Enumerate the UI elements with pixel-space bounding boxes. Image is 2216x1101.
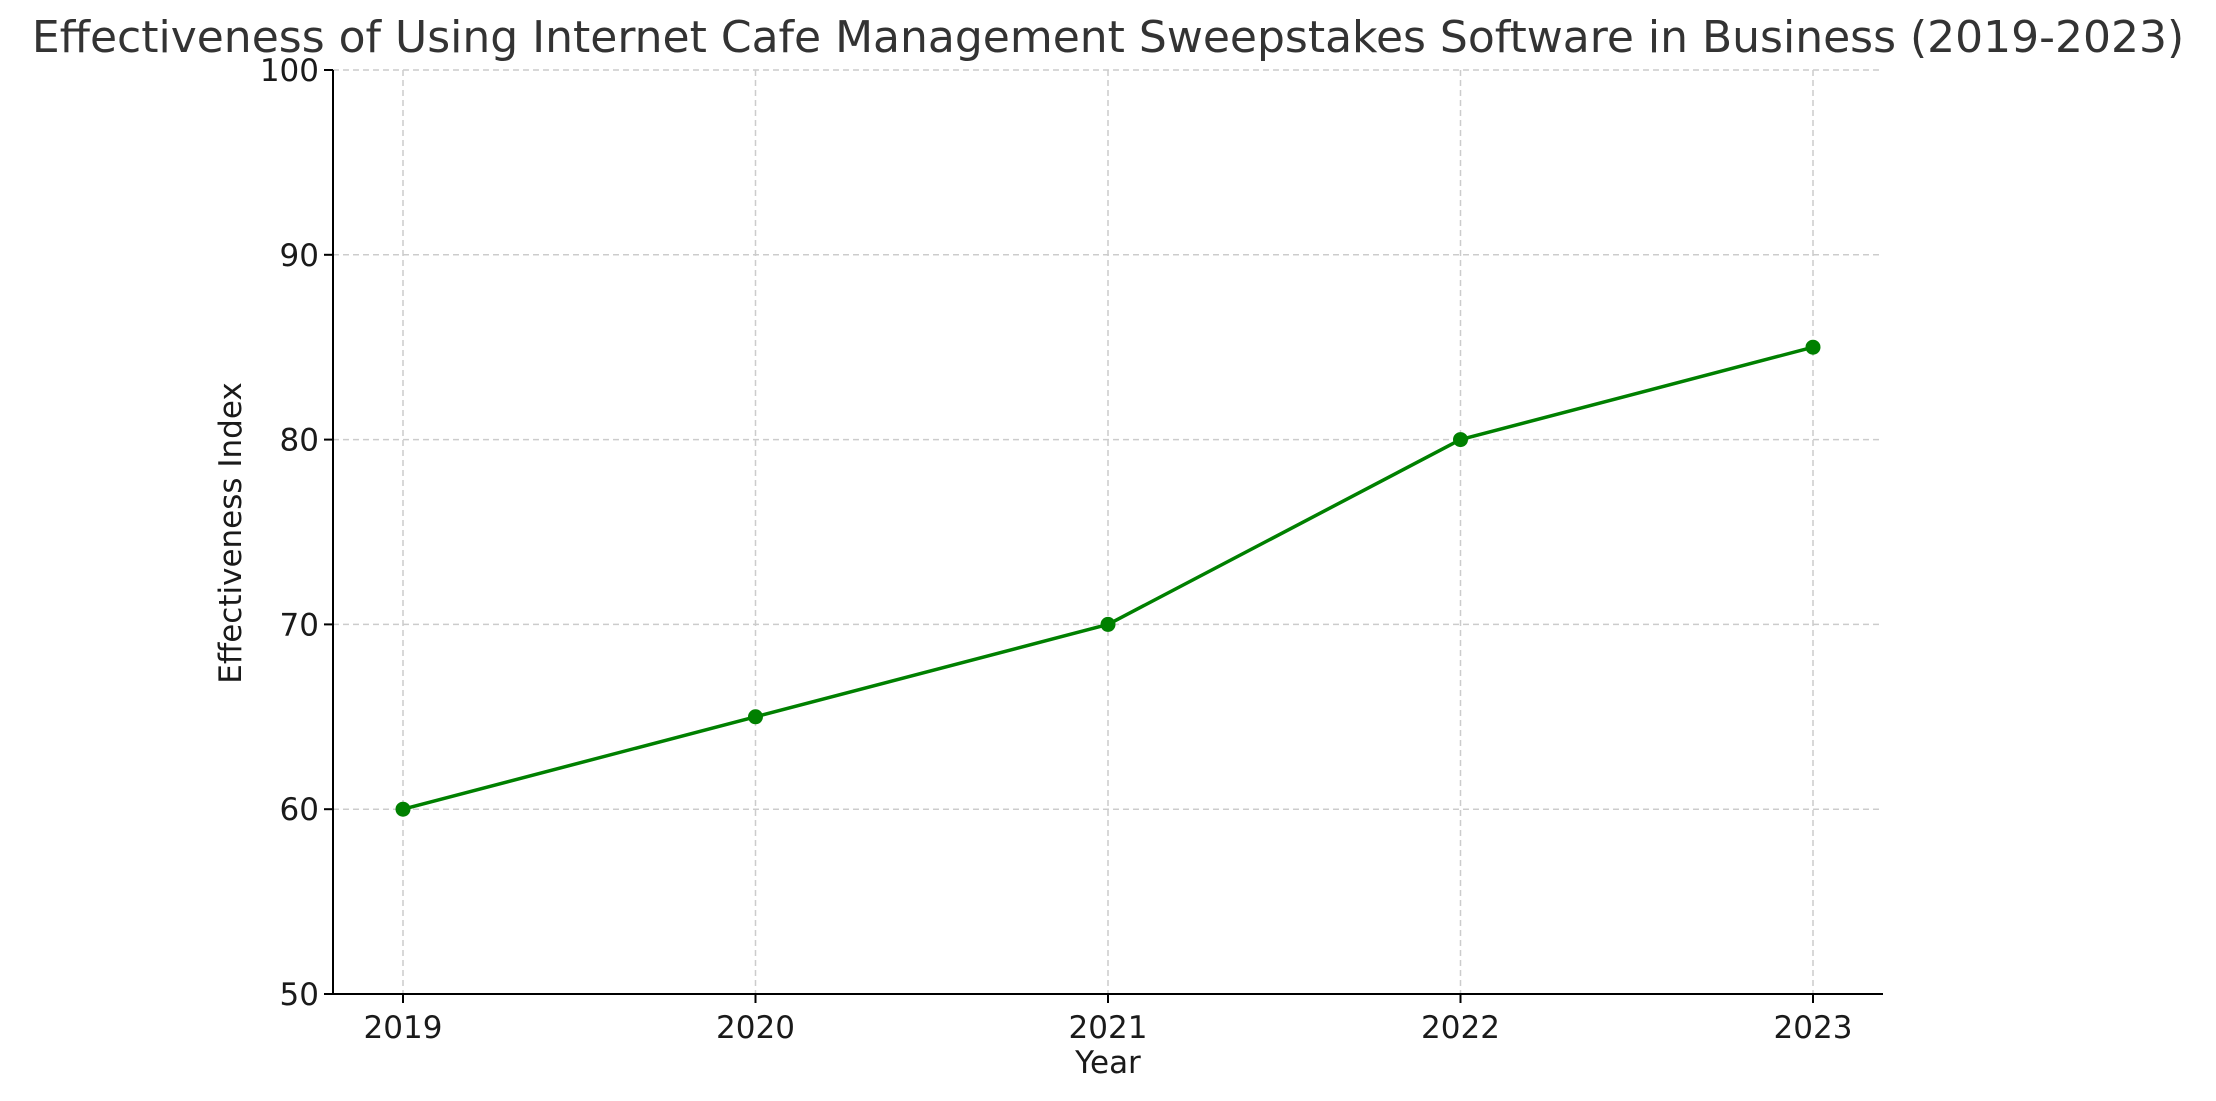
data-point xyxy=(395,801,411,817)
y-tick-label: 100 xyxy=(260,53,319,89)
x-tick-label: 2020 xyxy=(716,1010,795,1046)
y-tick-label: 70 xyxy=(280,607,319,643)
grid xyxy=(333,69,1883,994)
data-point xyxy=(1805,339,1821,355)
y-tick-label: 80 xyxy=(280,423,319,459)
x-tick-label: 2021 xyxy=(1069,1010,1148,1046)
y-tick-label: 50 xyxy=(280,977,319,1013)
chart-labels: Effectiveness of Using Internet Cafe Man… xyxy=(32,12,2184,1081)
axes xyxy=(324,69,1883,1003)
data-point xyxy=(748,709,763,725)
series-group xyxy=(395,339,1821,817)
data-point xyxy=(1453,432,1468,448)
chart-title: Effectiveness of Using Internet Cafe Man… xyxy=(32,12,2184,63)
x-tick-label: 2023 xyxy=(1774,1010,1853,1046)
x-tick-label: 2022 xyxy=(1421,1010,1500,1046)
x-tick-label: 2019 xyxy=(364,1010,443,1046)
tick-labels: 2019 2020 2021 2022 2023 50 60 70 80 90 100 xyxy=(260,53,1853,1046)
series-line xyxy=(402,345,1814,811)
y-axis-label: Effectiveness Index xyxy=(213,382,249,683)
y-tick-label: 90 xyxy=(280,238,319,274)
y-tick-label: 60 xyxy=(280,792,319,828)
x-axis-label: Year xyxy=(1074,1045,1141,1081)
data-point xyxy=(1100,616,1116,632)
